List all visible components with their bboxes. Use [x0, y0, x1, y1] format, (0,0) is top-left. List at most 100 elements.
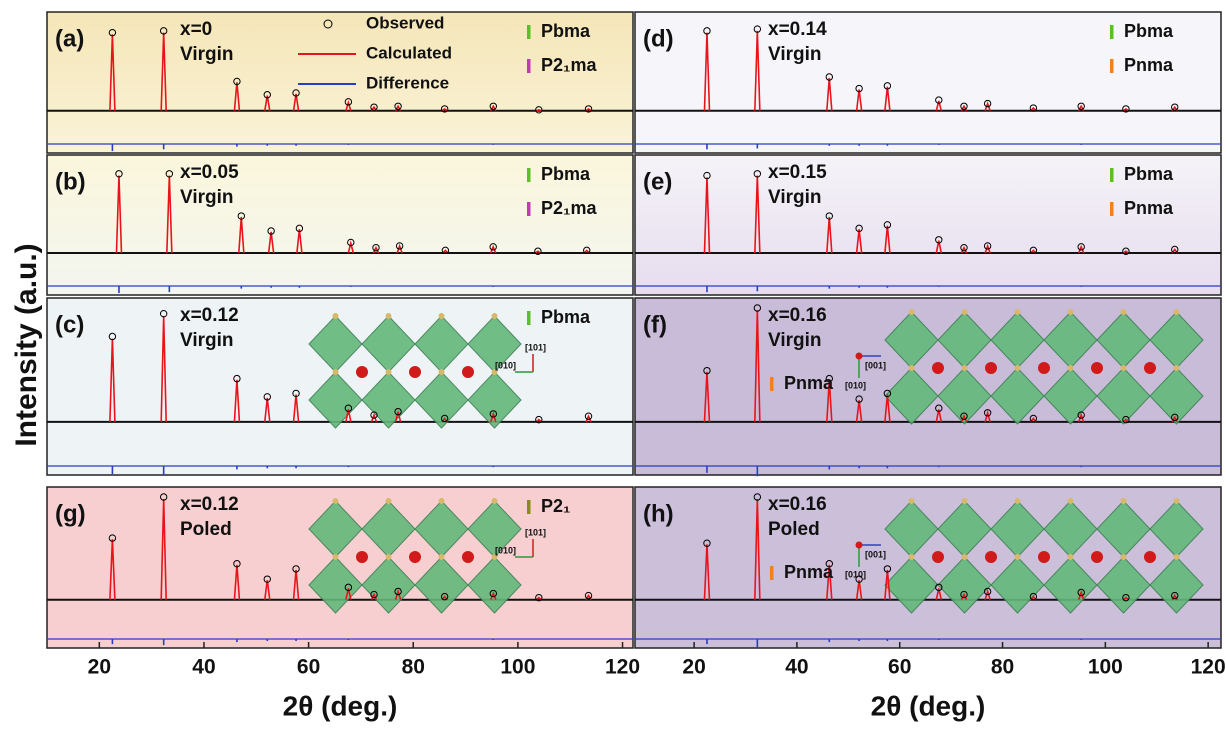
inset-axis-label: [001]	[865, 549, 886, 559]
axis-origin	[856, 542, 863, 549]
phase-legend-marker	[1110, 202, 1114, 216]
sample-state: Virgin	[180, 44, 234, 65]
atom	[962, 498, 968, 504]
atom	[1121, 309, 1127, 315]
calculated-peak	[536, 110, 541, 111]
atom	[333, 554, 339, 560]
sample-state: Virgin	[768, 187, 822, 208]
x-tick-label: 60	[297, 656, 320, 679]
atom	[1068, 498, 1074, 504]
atom	[909, 554, 915, 560]
composition: x=0.15	[768, 162, 827, 183]
x-axis-label: 2θ (deg.)	[283, 690, 398, 721]
x-tick-label: 60	[888, 656, 911, 679]
a-site-atom	[985, 362, 997, 374]
figure: Intensity (a.u.) (a)x=0VirginPbmaP2₁ma(b…	[0, 0, 1226, 740]
atom	[1121, 365, 1127, 371]
phase-legend-label: P2₁ma	[541, 55, 597, 75]
atom	[1068, 309, 1074, 315]
a-site-atom	[932, 362, 944, 374]
atom	[439, 498, 445, 504]
a-site-atom	[356, 551, 368, 563]
phase-legend-label: Pnma	[784, 373, 834, 393]
phase-legend-label: Pbma	[541, 307, 591, 327]
atom	[1015, 498, 1021, 504]
phase-legend-marker	[527, 311, 531, 325]
inset-axis-label: [010]	[845, 569, 866, 579]
phase-legend-label: Pbma	[1124, 164, 1174, 184]
atom	[333, 369, 339, 375]
x-tick-label: 20	[682, 656, 705, 679]
atom	[909, 498, 915, 504]
x-tick-label: 20	[88, 656, 111, 679]
axis-origin	[856, 353, 863, 360]
atom	[1015, 309, 1021, 315]
atom	[386, 498, 392, 504]
x-tick-label: 100	[500, 656, 535, 679]
x-tick-label: 40	[785, 656, 808, 679]
composition: x=0.16	[768, 494, 827, 515]
a-site-atom	[409, 551, 421, 563]
composition: x=0.16	[768, 305, 827, 326]
a-site-atom	[462, 366, 474, 378]
atom	[1121, 554, 1127, 560]
a-site-atom	[356, 366, 368, 378]
a-site-atom	[1144, 362, 1156, 374]
panel-label: (f)	[643, 311, 667, 338]
a-site-atom	[985, 551, 997, 563]
phase-legend-marker	[1110, 168, 1114, 182]
atom	[909, 309, 915, 315]
inset-axis-label: [010]	[495, 545, 516, 555]
a-site-atom	[1091, 362, 1103, 374]
y-axis-label: Intensity (a.u.)	[10, 243, 43, 446]
sample-state: Virgin	[768, 330, 822, 351]
atom	[386, 313, 392, 319]
composition: x=0.12	[180, 305, 239, 326]
phase-legend-marker	[527, 500, 531, 514]
atom	[439, 369, 445, 375]
x-tick-label: 80	[402, 656, 425, 679]
atom	[386, 369, 392, 375]
phase-legend-marker	[1110, 25, 1114, 39]
a-site-atom	[1144, 551, 1156, 563]
sample-state: Virgin	[180, 187, 234, 208]
phase-legend-label: Pnma	[1124, 55, 1174, 75]
phase-legend-label: P2₁	[541, 496, 570, 516]
atom	[492, 313, 498, 319]
panel-label: (h)	[643, 500, 674, 527]
inset-axis-label: [010]	[845, 380, 866, 390]
inset-axis-label: [001]	[865, 360, 886, 370]
phase-legend-label: Pbma	[541, 21, 591, 41]
composition: x=0.12	[180, 494, 239, 515]
legend-label: Difference	[366, 73, 449, 92]
panel-label: (c)	[55, 311, 84, 338]
phase-legend-marker	[770, 566, 774, 580]
legend-label: Observed	[366, 13, 444, 32]
atom	[333, 498, 339, 504]
phase-legend-marker	[527, 202, 531, 216]
x-tick-label: 120	[605, 656, 640, 679]
inset-axis-label: [010]	[495, 360, 516, 370]
atom	[1174, 498, 1180, 504]
phase-legend-marker	[1110, 59, 1114, 73]
atom	[1015, 554, 1021, 560]
atom	[1121, 498, 1127, 504]
atom	[439, 313, 445, 319]
x-tick-label: 120	[1191, 656, 1226, 679]
composition: x=0	[180, 19, 212, 40]
phase-legend-marker	[527, 59, 531, 73]
atom	[962, 309, 968, 315]
composition: x=0.05	[180, 162, 239, 183]
panel-label: (e)	[643, 168, 672, 195]
atom	[1174, 554, 1180, 560]
a-site-atom	[462, 551, 474, 563]
x-tick-label: 80	[991, 656, 1014, 679]
x-axis-label: 2θ (deg.)	[871, 690, 986, 721]
composition: x=0.14	[768, 19, 827, 40]
phase-legend-marker	[770, 377, 774, 391]
atom	[1174, 365, 1180, 371]
sample-state: Virgin	[180, 330, 234, 351]
panel-label: (g)	[55, 500, 86, 527]
x-tick-label: 100	[1088, 656, 1123, 679]
atom	[1068, 554, 1074, 560]
